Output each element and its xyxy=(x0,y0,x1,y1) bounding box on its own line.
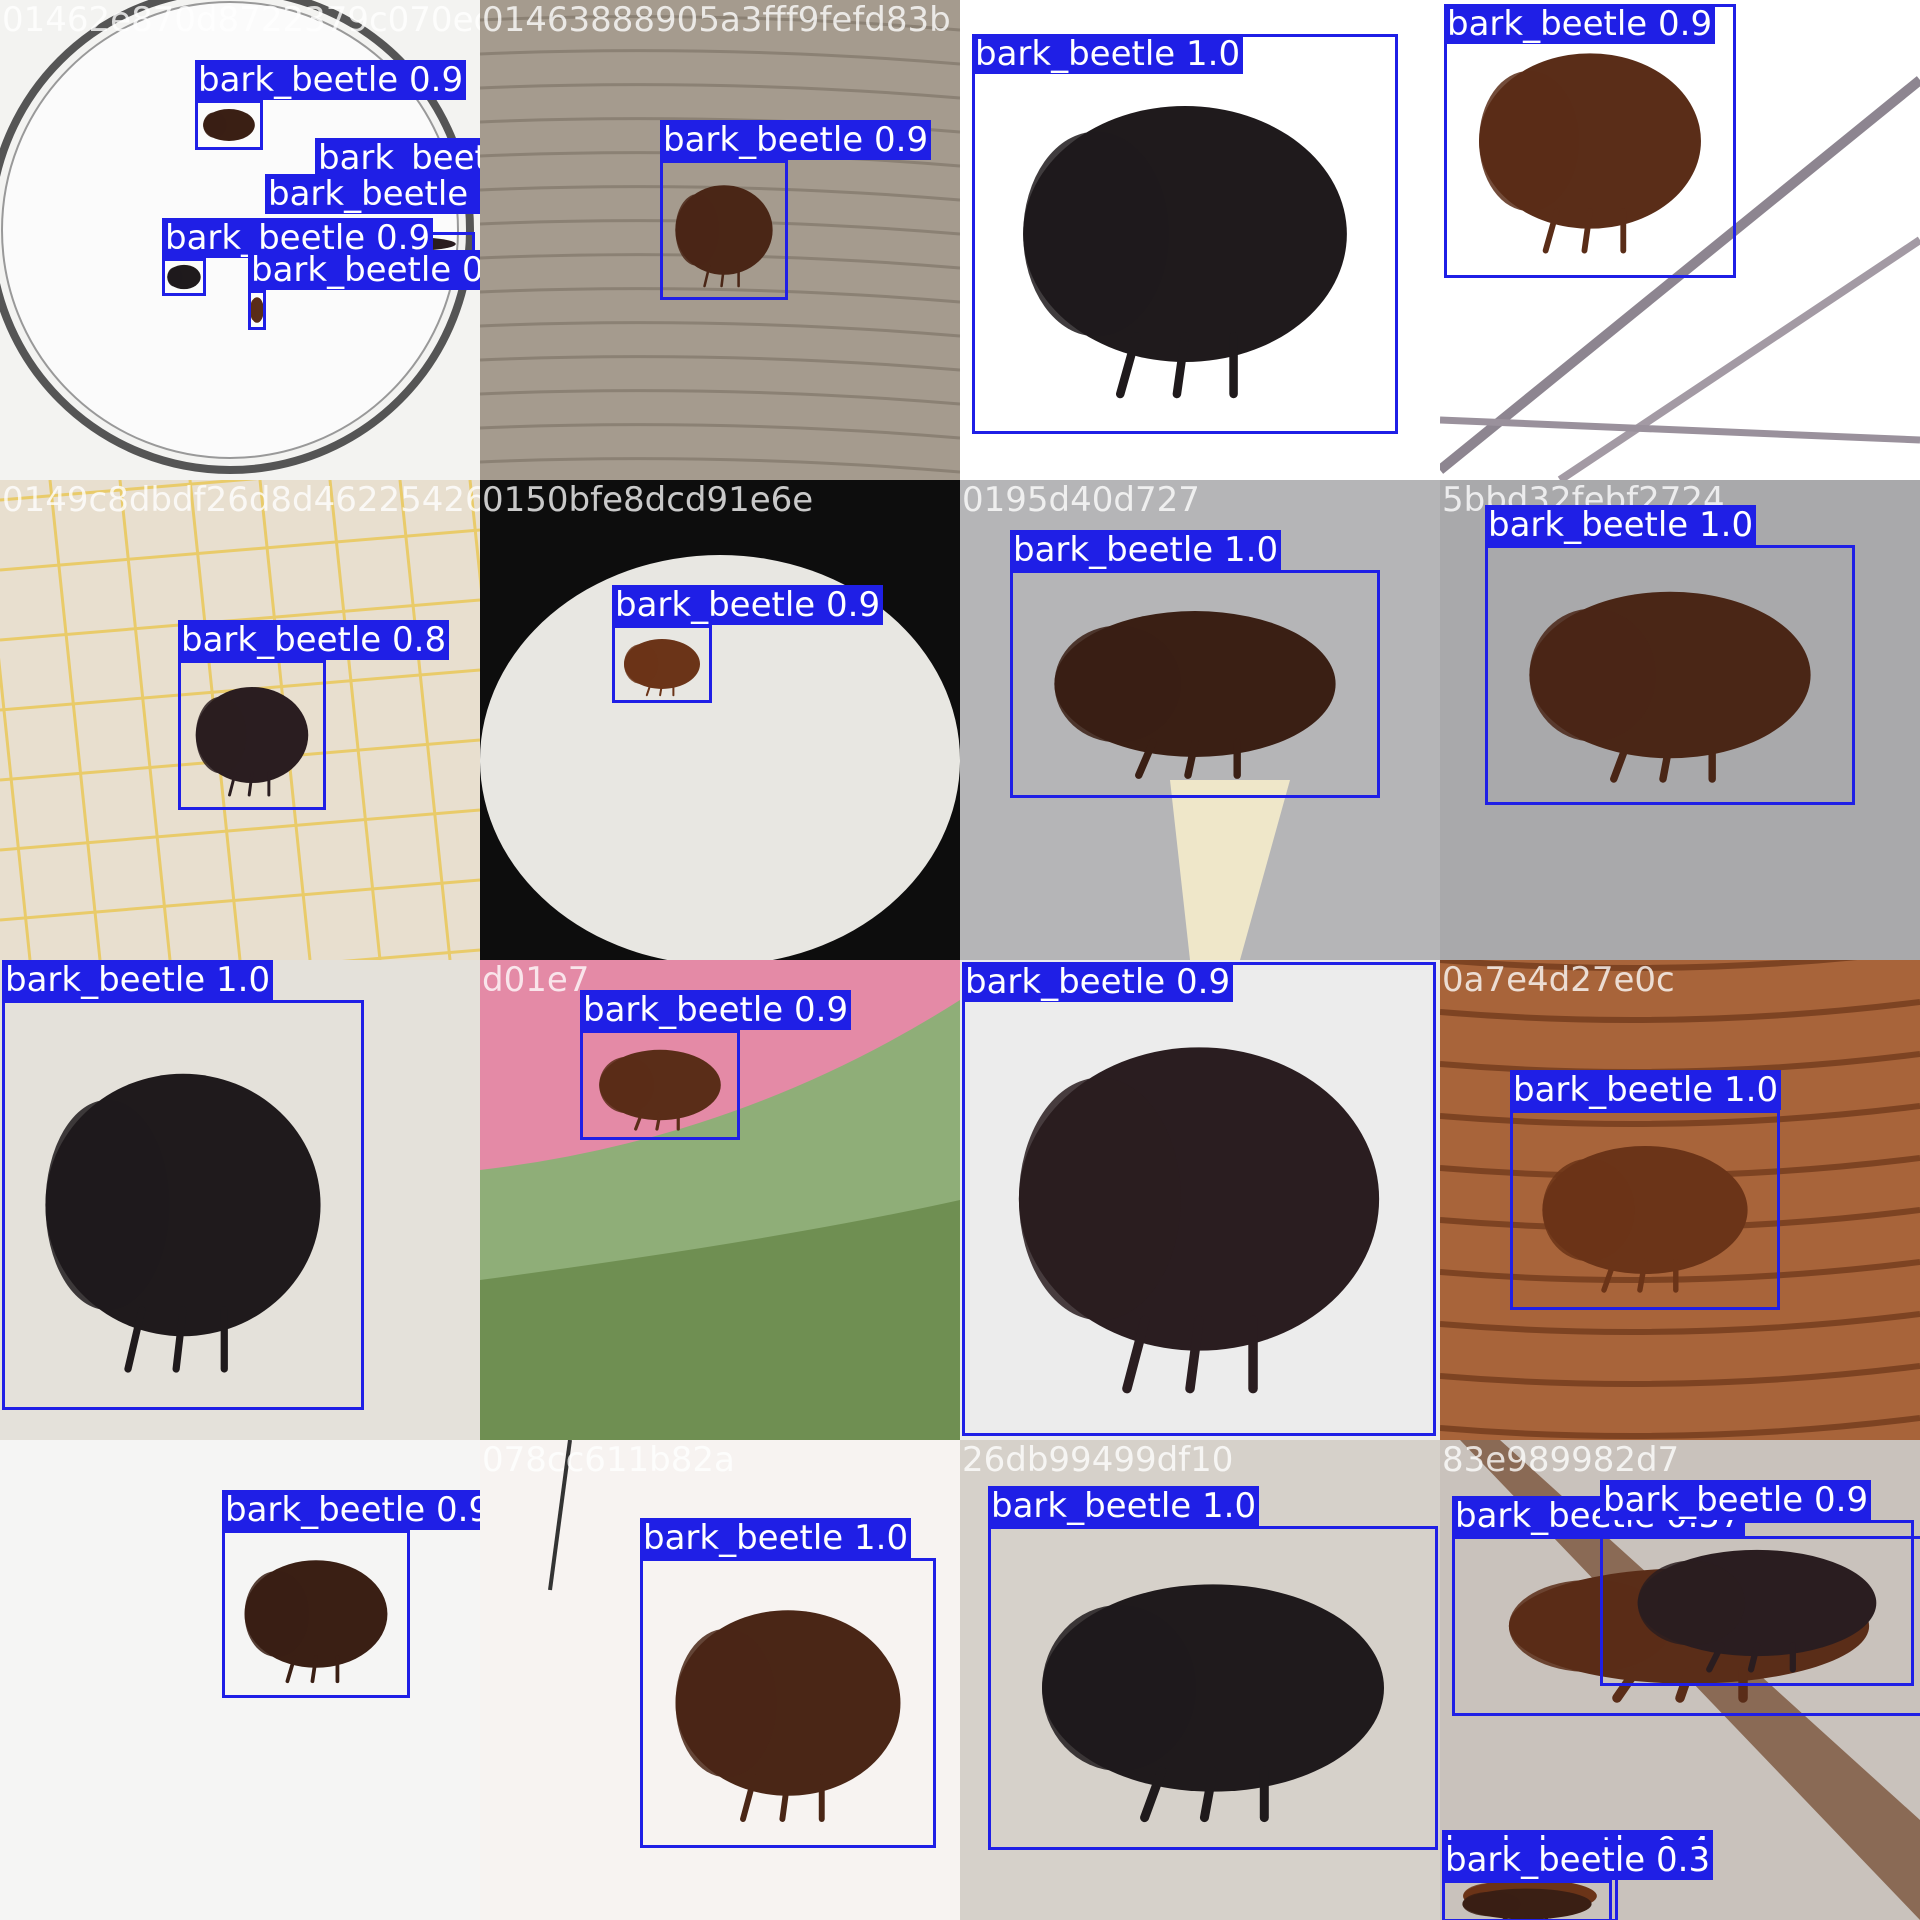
detection-label: bark_beetle 0.9 xyxy=(660,120,932,160)
detection-box xyxy=(972,34,1398,434)
detection-box xyxy=(1485,545,1855,805)
tile-photo xyxy=(0,480,480,960)
detection-box xyxy=(612,625,712,703)
image-filename: 26db99499df10 xyxy=(962,1440,1234,1480)
detection-box xyxy=(178,660,326,810)
detection-box xyxy=(988,1526,1438,1850)
detection-box xyxy=(2,1000,364,1410)
detection-box xyxy=(962,962,1436,1436)
detection-box xyxy=(1444,4,1736,278)
tile-photo xyxy=(960,0,1440,480)
image-tile: 0149c8dbdf26d8d46225426 bark_beetle 0.8 xyxy=(0,480,480,960)
image-filename: 83e989982d7 xyxy=(1442,1440,1680,1480)
tile-photo xyxy=(480,480,960,960)
tile-photo xyxy=(0,960,480,1440)
tile-photo xyxy=(480,960,960,1440)
detection-box xyxy=(1442,1880,1612,1920)
detection-label: bark_beetle 0.9 xyxy=(962,962,1234,1002)
image-tile: bark_beetle 0.9 xyxy=(0,1440,480,1920)
detection-label: bark_beetle 1.0 xyxy=(972,34,1244,74)
detection-box xyxy=(222,1530,410,1698)
detection-label: bark_beetle 0.9 xyxy=(248,250,480,290)
detection-box xyxy=(580,1030,740,1140)
detection-box xyxy=(1510,1110,1780,1310)
image-tile: 01462e870d8722379c070ec bark_beetle 0.9 ba… xyxy=(0,0,480,480)
image-tile: 5bbd32febf2724 bark_beetle 1.0 xyxy=(1440,480,1920,960)
image-tile: 0a7e4d27e0c bark_beetle 1.0 xyxy=(1440,960,1920,1440)
image-tile: d01e7 bark_beetle 0.9 xyxy=(480,960,960,1440)
image-filename: d01e7 xyxy=(482,960,590,1000)
image-tile: 078cc611b82a bark_beetle 1.0 xyxy=(480,1440,960,1920)
detection-label: bark_beetle 1.0 xyxy=(1010,530,1282,570)
tile-photo xyxy=(1440,960,1920,1440)
image-tile: 83e989982d7 bark_beetle 0.57 bark_beetle 0… xyxy=(1440,1440,1920,1920)
detection-box xyxy=(162,258,206,296)
detection-label: bark_beetle 0.9 xyxy=(265,174,480,214)
image-filename: 01462e870d8722379c070ec xyxy=(2,0,480,40)
detection-label: bark_beetle 1.0 xyxy=(2,960,274,1000)
image-tile: 0195d40d727 bark_beetle 1.0 xyxy=(960,480,1440,960)
image-filename: 01479032046f29443ab1d xyxy=(962,0,1406,40)
detection-box xyxy=(660,160,788,300)
image-tile: 01463888905a3fff9fefd83b bark_beetle 0.9 xyxy=(480,0,960,480)
tile-photo xyxy=(1440,480,1920,960)
detection-label: bark_beetle 1.0 xyxy=(640,1518,912,1558)
image-tile: 0150bfe8dcd91e6e bark_beetle 0.9 xyxy=(480,480,960,960)
image-tile: 26db99499df10 bark_beetle 1.0 xyxy=(960,1440,1440,1920)
image-filename: 0150bfe8dcd91e6e xyxy=(482,480,814,520)
image-tile: a1e441078fbbark_beetle 1.0 xyxy=(0,960,480,1440)
detection-box xyxy=(195,100,263,150)
detection-box xyxy=(248,290,266,330)
image-filename: 078cc611b82a xyxy=(482,1440,735,1480)
detection-label: bark_beetle 0.9 xyxy=(1600,1480,1872,1520)
detection-box xyxy=(1010,570,1380,798)
detection-box xyxy=(640,1558,936,1848)
detection-label: bark_beetle 0.3 xyxy=(1442,1840,1714,1880)
tile-photo xyxy=(960,960,1440,1440)
detection-label: bark_beetle 0.9 xyxy=(1444,4,1716,44)
detection-label: bark_beetle 1.0 xyxy=(1485,505,1757,545)
detection-label: bark_beetle 0.8 xyxy=(178,620,450,660)
image-tile: abf8135b89bark_beetle 0.9 xyxy=(1440,0,1920,480)
tile-photo xyxy=(480,0,960,480)
image-filename: 0195d40d727 xyxy=(962,480,1200,520)
tile-photo xyxy=(1440,0,1920,480)
detection-label: bark_beetle 0.9 xyxy=(315,138,480,178)
image-filename: 0149c8dbdf26d8d46225426 xyxy=(2,480,480,520)
detection-box xyxy=(1600,1520,1914,1686)
detection-label: bark_beetle 1.0 xyxy=(988,1486,1260,1526)
detection-box xyxy=(1452,1536,1920,1716)
detection-label: bark_beetle 0.9 xyxy=(612,585,884,625)
detection-label: bark_beetle 1.0 xyxy=(1510,1070,1782,1110)
detection-label: bark_beetle 0.9 xyxy=(195,60,467,100)
image-filename: 0a7e4d27e0c xyxy=(1442,960,1675,1000)
detection-label: bark_beetle 0.9 xyxy=(222,1490,480,1530)
image-filename: 01463888905a3fff9fefd83b xyxy=(482,0,951,40)
image-tile: 01479032046f29443ab1d bark_beetle 1.0 xyxy=(960,0,1440,480)
detection-label: bark_beetle 0.9 xyxy=(580,990,852,1030)
image-tile: d4fb51dbark_beetle 0.9 xyxy=(960,960,1440,1440)
